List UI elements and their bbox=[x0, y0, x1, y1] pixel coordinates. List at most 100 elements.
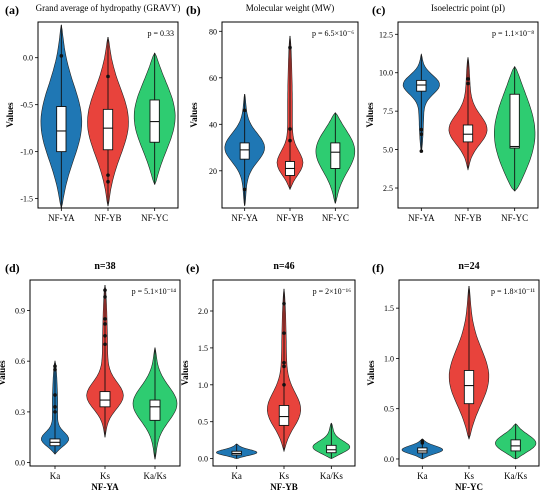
panel-label: (c) bbox=[372, 3, 385, 17]
x-tick-label: Ka/Ks bbox=[320, 471, 343, 481]
panel-label: (b) bbox=[186, 3, 201, 17]
y-tick-label: 1.0 bbox=[384, 354, 394, 363]
x-tick-label: NF-YA bbox=[48, 213, 75, 223]
y-tick-label: 0.5 bbox=[198, 418, 208, 427]
chart-panel-6: (f) n=24 0.0 0.5 1.0 1.5 Ka Ks Ka/Ks NF-YC Values p… bbox=[366, 261, 540, 492]
y-axis-label: Values bbox=[189, 102, 199, 128]
y-tick-label: 0.6 bbox=[15, 357, 25, 366]
y-tick-label: 0.0 bbox=[198, 455, 208, 464]
x-axis-label: NF-YC bbox=[455, 482, 483, 492]
y-tick-label: 0.9 bbox=[15, 306, 25, 315]
panel-label: (d) bbox=[5, 261, 20, 275]
outlier-point bbox=[282, 364, 286, 369]
p-value-annotation: p = 5.1×10⁻¹⁴ bbox=[132, 287, 177, 296]
x-tick-label: Ks bbox=[100, 471, 110, 481]
y-tick-label: 60 bbox=[209, 74, 217, 83]
outlier-point bbox=[103, 342, 107, 347]
outlier-point bbox=[53, 364, 57, 369]
outlier-point bbox=[103, 295, 107, 299]
y-tick-label: 1.5 bbox=[198, 344, 208, 353]
y-tick-label: 0.5 bbox=[384, 405, 394, 414]
x-tick-label: NF-YB bbox=[276, 213, 303, 223]
y-axis-label: Values bbox=[180, 360, 190, 386]
iqr-box bbox=[99, 391, 111, 408]
iqr-box bbox=[102, 108, 114, 151]
outlier-point bbox=[106, 173, 110, 177]
x-tick-label: Ks bbox=[464, 471, 474, 481]
x-tick-label: NF-YC bbox=[322, 213, 349, 223]
panel-title: n=38 bbox=[94, 261, 115, 272]
y-tick-label: 80 bbox=[209, 27, 217, 36]
y-tick-label: 1.0 bbox=[198, 381, 208, 390]
outlier-point bbox=[288, 138, 292, 143]
iqr-box bbox=[149, 399, 161, 421]
y-tick-label: 0.0 bbox=[15, 459, 25, 468]
outlier-point bbox=[288, 45, 292, 50]
panel-label: (e) bbox=[186, 261, 199, 275]
iqr-box bbox=[239, 142, 250, 160]
outlier-point bbox=[106, 179, 110, 184]
outlier-point bbox=[419, 149, 424, 153]
x-tick-label: NF-YB bbox=[94, 213, 121, 223]
p-value-annotation: p = 0.33 bbox=[147, 29, 174, 38]
chart-panel-5: (e) n=46 0.0 0.5 1.0 1.5 2.0 Ka Ks Ka/Ks NF-YB Valu… bbox=[180, 261, 356, 492]
chart-panel-4: (d) n=38 0.0 0.3 0.6 0.9 Ka Ks Ka/Ks NF-YA Values p… bbox=[0, 261, 181, 492]
p-value-annotation: p = 1.1×10⁻⁸ bbox=[492, 29, 534, 38]
x-tick-label: Ka/Ks bbox=[504, 471, 527, 481]
y-axis-label: Values bbox=[5, 102, 15, 128]
x-axis-label: NF-YB bbox=[270, 482, 298, 492]
outlier-point bbox=[282, 331, 286, 335]
iqr-box bbox=[463, 370, 475, 405]
y-tick-label: 2.0 bbox=[198, 307, 208, 316]
y-tick-label: 12.5 bbox=[379, 30, 393, 39]
outlier-point bbox=[103, 288, 107, 292]
chart-panel-2: (b) Molecular weight (MW) 20 40 60 80 NF-YA NF-… bbox=[186, 3, 359, 223]
iqr-box bbox=[56, 106, 67, 153]
y-tick-label: 40 bbox=[209, 120, 217, 129]
y-tick-label: 7.5 bbox=[383, 107, 393, 116]
iqr-box bbox=[462, 124, 474, 143]
panel-label: (f) bbox=[372, 261, 384, 275]
outlier-point bbox=[242, 108, 247, 113]
x-tick-label: Ka/Ks bbox=[144, 471, 167, 481]
y-axis-label: Values bbox=[365, 102, 375, 128]
x-axis-label: NF-YA bbox=[91, 482, 119, 492]
outlier-point bbox=[53, 405, 57, 409]
outlier-point bbox=[282, 383, 286, 387]
outlier-point bbox=[466, 81, 470, 86]
outlier-point bbox=[106, 74, 110, 79]
y-tick-label: -0.5 bbox=[20, 101, 33, 110]
y-tick-label: 20 bbox=[209, 167, 217, 176]
chart-panel-1: (a) Grand average of hydropathy (GRAVY) 0.… bbox=[5, 3, 180, 223]
iqr-box bbox=[278, 405, 290, 426]
x-tick-label: Ka bbox=[417, 471, 428, 481]
outlier-point bbox=[419, 127, 424, 132]
outlier-point bbox=[103, 317, 107, 321]
outlier-point bbox=[282, 301, 286, 306]
x-tick-label: NF-YC bbox=[501, 213, 528, 223]
panel-title: Grand average of hydropathy (GRAVY) bbox=[36, 3, 181, 13]
panel-label: (a) bbox=[5, 3, 19, 17]
iqr-box bbox=[326, 444, 337, 454]
outlier-point bbox=[103, 334, 107, 338]
y-tick-label: -1.0 bbox=[20, 148, 33, 157]
y-tick-label: 1.5 bbox=[384, 304, 394, 313]
x-tick-label: NF-YB bbox=[454, 213, 481, 223]
x-tick-label: Ks bbox=[279, 471, 289, 481]
x-tick-label: NF-YA bbox=[408, 213, 435, 223]
y-tick-label: -1.5 bbox=[20, 195, 33, 204]
x-tick-label: Ka bbox=[50, 471, 61, 481]
y-tick-label: 0.0 bbox=[23, 54, 33, 63]
p-value-annotation: p = 1.8×10⁻¹¹ bbox=[491, 287, 536, 296]
y-tick-label: 2.5 bbox=[383, 184, 393, 193]
p-value-annotation: p = 6.5×10⁻⁶ bbox=[312, 29, 354, 38]
outlier-point bbox=[242, 187, 247, 192]
outlier-point bbox=[59, 54, 64, 58]
p-value-annotation: p = 2×10⁻¹⁶ bbox=[313, 287, 352, 296]
iqr-box bbox=[330, 142, 341, 169]
iqr-box bbox=[416, 79, 427, 92]
outlier-point bbox=[466, 77, 470, 81]
iqr-box bbox=[509, 93, 520, 149]
y-axis-label: Values bbox=[366, 360, 376, 386]
